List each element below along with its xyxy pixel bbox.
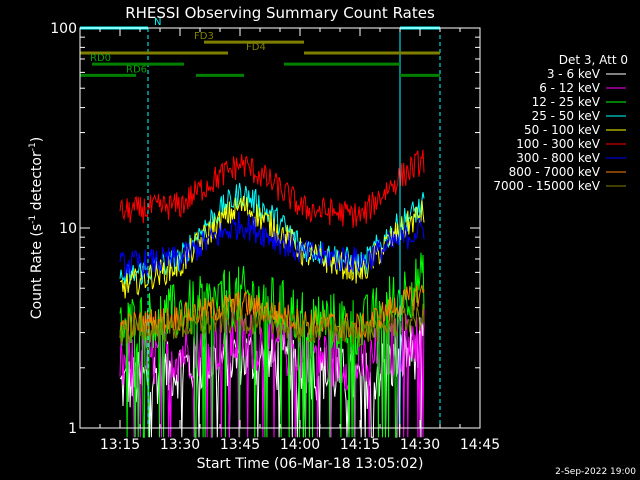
axes: 13:15 13:30 13:45 14:00 14:15 14:30 14:45 1 10 10… — [50, 21, 500, 453]
y-tick-label: 100 — [50, 21, 77, 37]
y-label-sup2: -1 — [28, 142, 38, 151]
legend-label: 12 - 25 keV — [532, 95, 601, 109]
y-label-part3: ) — [29, 137, 45, 142]
legend-label: 7000 - 15000 keV — [493, 179, 600, 193]
y-label-sup1: -1 — [28, 215, 38, 224]
y-tick-label: 1 — [68, 421, 77, 437]
x-tick-label: 14:45 — [460, 437, 500, 453]
x-tick-label: 14:15 — [340, 437, 380, 453]
attenuator-label: N — [154, 17, 161, 28]
legend-label: 6 - 12 keV — [539, 81, 601, 95]
y-label-part2: detector — [29, 151, 45, 215]
y-axis-label: Count Rate (s-1 detector-1) — [28, 137, 45, 319]
attenuator-label: RD0 — [90, 53, 111, 64]
series-line — [119, 306, 425, 438]
x-tick-label: 14:30 — [400, 437, 440, 453]
legend-title: Det 3, Att 0 — [559, 53, 628, 67]
x-tick-label: 14:00 — [280, 437, 320, 453]
legend-label: 3 - 6 keV — [547, 67, 601, 81]
x-tick-label: 13:45 — [220, 437, 260, 453]
series-line — [119, 252, 425, 438]
attenuator-label: FD3 — [194, 31, 214, 42]
series-line — [119, 211, 425, 278]
series-line — [119, 303, 425, 346]
attenuator-label: RD6 — [126, 64, 147, 75]
y-tick-label: 10 — [59, 221, 77, 237]
y-label-part1: Count Rate (s — [29, 224, 45, 319]
footer-date: 2-Sep-2022 19:00 — [555, 467, 636, 477]
legend-label: 50 - 100 keV — [524, 123, 601, 137]
attenuator-label: FD4 — [246, 42, 266, 53]
legend-label: 800 - 7000 keV — [509, 165, 601, 179]
legend-label: 100 - 300 keV — [516, 137, 600, 151]
series-line — [119, 195, 425, 299]
x-axis-label: Start Time (06-Mar-18 13:05:02) — [197, 456, 424, 472]
plot-data — [119, 149, 425, 438]
series-line — [119, 149, 425, 229]
legend-label: 25 - 50 keV — [532, 109, 601, 123]
x-tick-label: 13:15 — [100, 437, 140, 453]
chart-title: RHESSI Observing Summary Count Rates — [125, 4, 435, 22]
x-tick-label: 13:30 — [160, 437, 200, 453]
attenuator-bars: N FD3 FD4 RD0 RD6 — [80, 17, 440, 77]
legend-label: 300 - 800 keV — [516, 151, 600, 165]
